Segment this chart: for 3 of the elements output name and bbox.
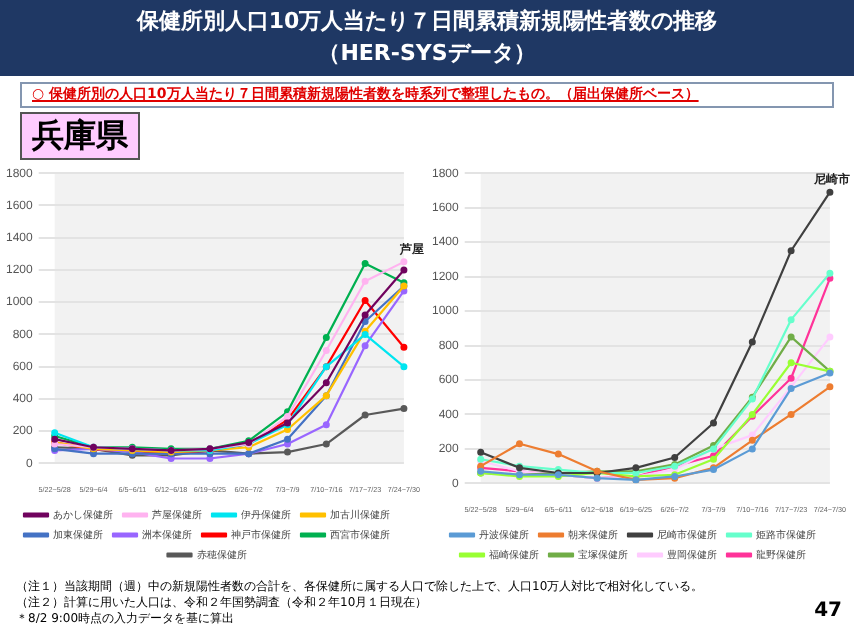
text: 兵庫県 [20, 112, 140, 160]
chart-title: 保健所別人口10万人当たり７日間累積新規陽性者数の推移（HER-SYSデータ） [134, 6, 720, 70]
text: 47 [814, 600, 842, 622]
